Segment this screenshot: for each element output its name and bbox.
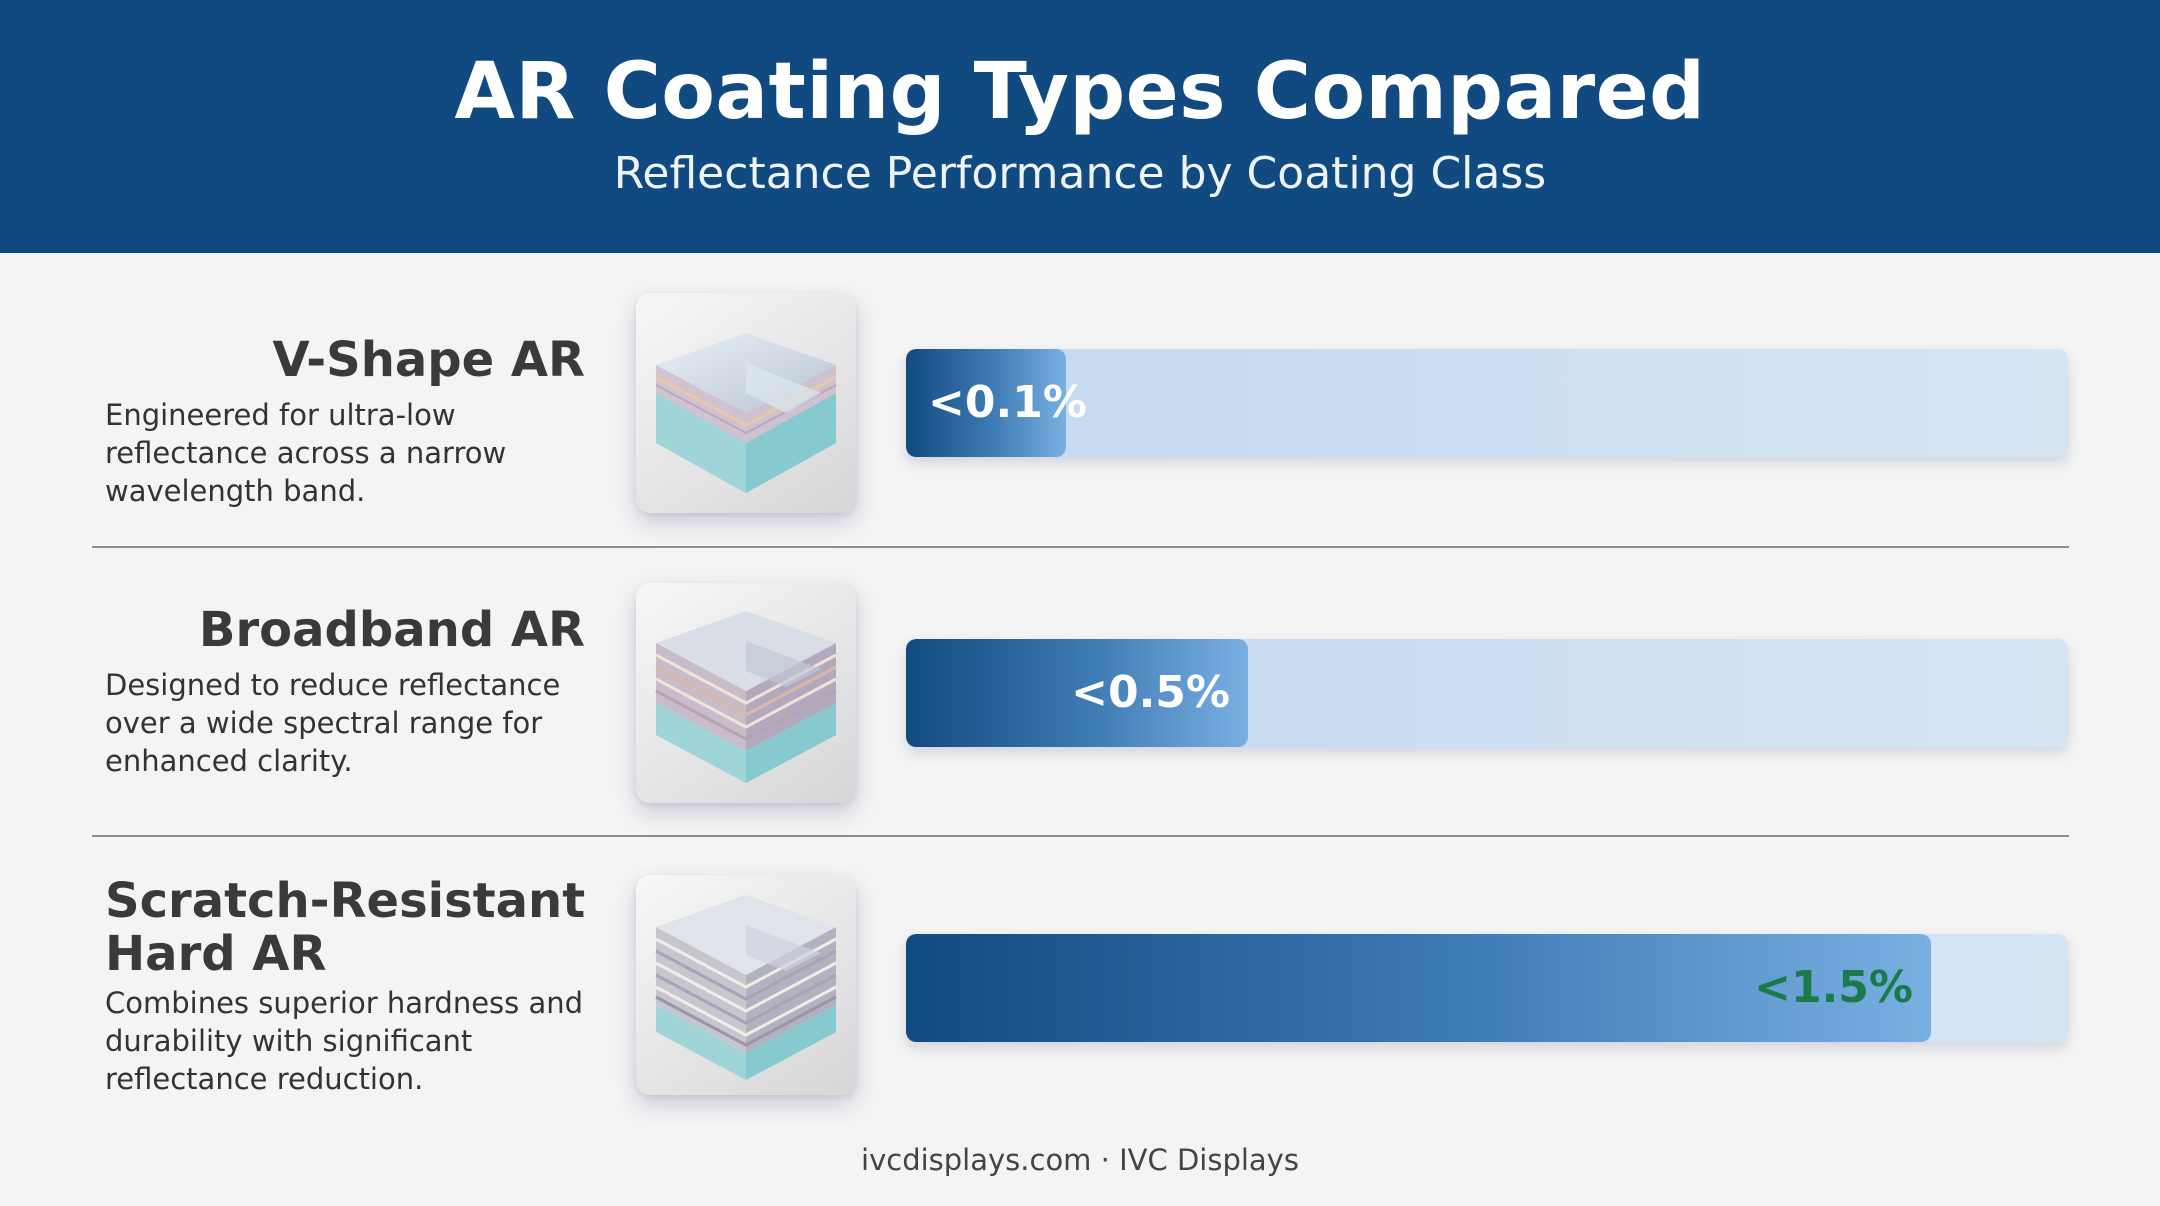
coating-description: Engineered for ultra-low reflectance acr… [105, 398, 507, 508]
reflectance-bar-label: <0.1% [928, 377, 1087, 428]
page-subtitle: Reflectance Performance by Coating Class [613, 148, 1547, 199]
reflectance-bar [906, 934, 1931, 1042]
glass-layer-stack-icon-graphic [655, 611, 837, 783]
coating-title-line-1: Scratch-Resistant [105, 873, 586, 929]
glass-layer-stack-icon-graphic [655, 333, 837, 493]
reflectance-bar [906, 349, 1066, 457]
coating-description: Combines superior hardness and durabilit… [105, 986, 584, 1096]
reflectance-bar-label: <0.5% [1071, 667, 1230, 718]
reflectance-bar-track: <0.5% [906, 639, 2068, 747]
coating-row-scratch-resistant: Scratch-Resistant Hard AR Combines super… [0, 872, 2160, 1162]
coating-row-broadband: Broadband AR Designed to reduce reflecta… [0, 580, 2160, 870]
header-banner: AR Coating Types Compared Reflectance Pe… [0, 0, 2160, 253]
coating-title-line-2: Hard AR [105, 926, 327, 982]
reflectance-bar [906, 639, 1248, 747]
reflectance-bar-track: <1.5% [906, 934, 2068, 1042]
coating-row-v-shape: V-Shape AR Engineered for ultra-low refl… [0, 290, 2160, 580]
glass-layer-stack-icon [636, 583, 856, 803]
glass-layer-stack-icon [636, 875, 856, 1095]
coating-description: Designed to reduce reflectance over a wi… [105, 668, 561, 778]
reflectance-bar-track: <0.1% [906, 349, 2068, 457]
glass-layer-stack-icon-graphic [655, 895, 837, 1080]
coating-title: Broadband AR [198, 602, 585, 658]
glass-layer-stack-icon [636, 293, 856, 513]
reflectance-bar-label: <1.5% [1754, 962, 1913, 1013]
page-title: AR Coating Types Compared [454, 47, 1706, 137]
row-divider [92, 546, 2069, 548]
footer-credit: ivcdisplays.com · IVC Displays [861, 1143, 1299, 1177]
coating-title: V-Shape AR [272, 332, 585, 388]
row-divider [92, 835, 2069, 837]
